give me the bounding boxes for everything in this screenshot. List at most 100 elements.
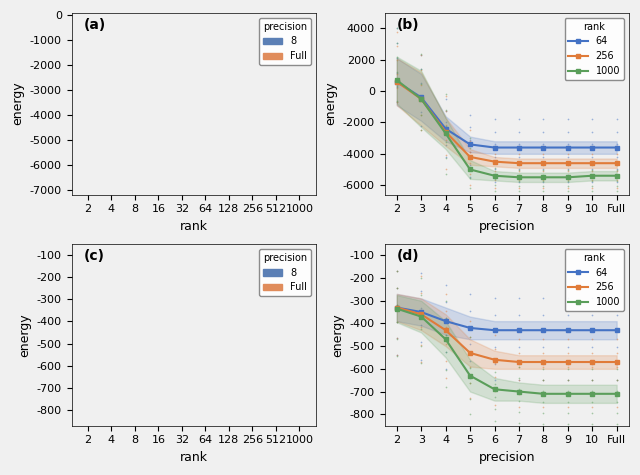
Point [490, 170, 500, 177]
Point [416, 126, 426, 134]
Point [440, 107, 451, 114]
Point [465, 174, 476, 182]
256 [417, 312, 425, 317]
Point [465, 111, 476, 118]
Point [416, 65, 426, 73]
Point [416, 112, 426, 119]
Point [563, 176, 573, 184]
Point [465, 333, 476, 341]
Point [416, 358, 426, 366]
Point [587, 399, 597, 406]
Point [392, 267, 402, 275]
Point [440, 123, 451, 130]
Point [416, 50, 426, 57]
Point [538, 182, 548, 190]
Point [538, 151, 548, 158]
Point [440, 151, 451, 159]
Point [538, 168, 548, 175]
Point [490, 344, 500, 352]
Point [538, 409, 548, 417]
256 [588, 161, 596, 166]
Point [514, 188, 524, 195]
Point [563, 404, 573, 411]
Point [440, 332, 451, 339]
256 [613, 161, 621, 166]
Point [465, 148, 476, 156]
Point [563, 128, 573, 136]
Line: 256: 256 [395, 80, 619, 165]
Point [416, 126, 426, 134]
64 [613, 145, 621, 151]
Point [490, 159, 500, 167]
Point [440, 106, 451, 114]
Point [416, 287, 426, 294]
Point [563, 166, 573, 174]
Point [538, 349, 548, 357]
Point [465, 171, 476, 178]
Point [440, 290, 451, 298]
64 [515, 145, 523, 151]
256 [564, 161, 572, 166]
Point [612, 188, 622, 195]
Point [465, 307, 476, 314]
Point [490, 164, 500, 171]
Point [440, 357, 451, 365]
Line: 64: 64 [395, 80, 619, 150]
Point [416, 325, 426, 333]
Point [392, 98, 402, 106]
Point [440, 154, 451, 162]
Point [416, 360, 426, 367]
Point [416, 322, 426, 329]
Point [587, 188, 597, 195]
Point [612, 128, 622, 136]
Point [440, 92, 451, 100]
Point [612, 115, 622, 123]
64 [613, 327, 621, 333]
Point [587, 363, 597, 371]
Y-axis label: energy: energy [331, 313, 344, 357]
256 [491, 357, 499, 362]
Point [514, 166, 524, 173]
Point [612, 153, 622, 161]
Point [440, 365, 451, 372]
Point [392, 318, 402, 326]
Point [514, 159, 524, 167]
Point [563, 349, 573, 357]
Point [440, 95, 451, 103]
Point [538, 360, 548, 368]
Point [612, 404, 622, 411]
Point [465, 137, 476, 145]
256 [442, 129, 449, 135]
Point [490, 176, 500, 183]
Point [490, 387, 500, 395]
Point [612, 387, 622, 395]
Point [538, 376, 548, 384]
Point [587, 390, 597, 398]
Point [514, 184, 524, 192]
Point [465, 341, 476, 348]
1000 [540, 174, 547, 180]
Point [612, 335, 622, 343]
Point [514, 115, 524, 123]
256 [393, 304, 401, 310]
1000 [417, 96, 425, 102]
Point [538, 153, 548, 161]
256 [515, 161, 523, 166]
64 [491, 145, 499, 151]
Point [416, 108, 426, 115]
Point [392, 267, 402, 275]
Point [440, 138, 451, 146]
Point [563, 294, 573, 302]
Point [563, 376, 573, 384]
Point [538, 161, 548, 169]
Point [587, 176, 597, 184]
Point [538, 115, 548, 123]
X-axis label: rank: rank [180, 220, 207, 233]
Point [612, 409, 622, 417]
1000 [613, 173, 621, 179]
Point [465, 148, 476, 156]
Point [538, 294, 548, 302]
Point [612, 376, 622, 384]
Line: 1000: 1000 [395, 306, 619, 396]
Point [514, 363, 524, 371]
